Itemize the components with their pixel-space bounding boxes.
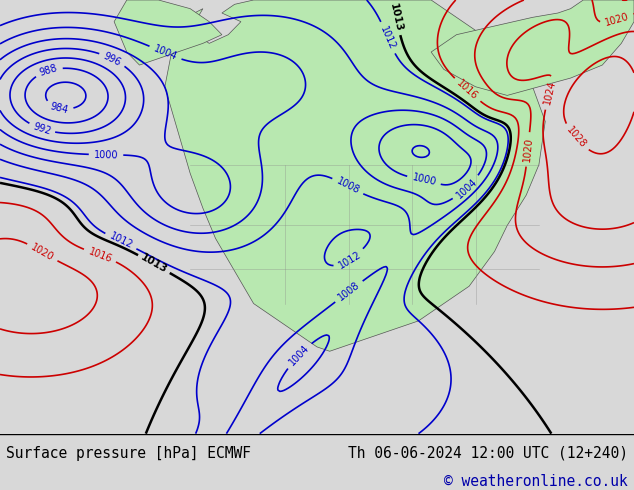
Text: 1004: 1004 [454,176,479,200]
Text: 1004: 1004 [287,343,311,368]
Text: 1020: 1020 [604,11,630,28]
Text: © weatheronline.co.uk: © weatheronline.co.uk [444,474,628,489]
Text: 1016: 1016 [87,246,113,264]
Text: 1028: 1028 [564,125,588,150]
Text: 1000: 1000 [94,149,119,160]
Text: 984: 984 [49,101,70,115]
Text: 1012: 1012 [337,249,363,270]
Text: 1008: 1008 [336,280,361,303]
Text: 1024: 1024 [542,80,557,106]
Polygon shape [0,0,634,434]
Text: 1012: 1012 [108,231,134,251]
Text: 1016: 1016 [455,78,480,102]
Text: 1013: 1013 [139,252,169,275]
Text: 992: 992 [32,122,53,137]
Text: 1004: 1004 [152,44,179,62]
Text: 1020: 1020 [522,137,534,162]
Text: 1013: 1013 [388,2,404,33]
Text: Th 06-06-2024 12:00 UTC (12+240): Th 06-06-2024 12:00 UTC (12+240) [347,446,628,461]
Polygon shape [165,0,545,351]
Polygon shape [114,0,222,65]
Text: Surface pressure [hPa] ECMWF: Surface pressure [hPa] ECMWF [6,446,251,461]
Text: 1020: 1020 [29,242,56,263]
Text: 988: 988 [39,63,59,78]
Text: 1000: 1000 [411,172,437,187]
Polygon shape [431,0,634,96]
Text: 1008: 1008 [335,176,361,196]
Text: 1012: 1012 [378,24,398,51]
Text: 996: 996 [102,50,123,68]
